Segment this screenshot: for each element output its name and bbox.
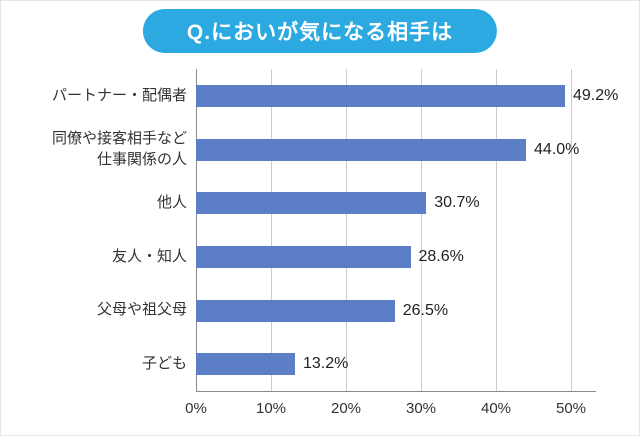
grid-layer [196,69,572,391]
value-label: 30.7% [434,194,480,212]
category-label: 他人 [156,194,187,212]
bar-row: 父母や祖父母 26.5% [97,284,571,338]
x-axis: 0% 10% 20% 30% 40% 50% [185,398,586,426]
x-tick-label: 30% [405,400,437,417]
bar-row: パートナー・配偶者 49.2% [52,69,618,123]
x-tick-label: 40% [480,400,512,417]
bar-row: 子ども 13.2% [142,337,571,391]
x-tick-label: 0% [185,400,207,417]
category-label: 父母や祖父母 [96,301,187,319]
chart-title-badge: Q.においが気になる相手は [142,9,498,53]
gridline [496,69,497,391]
bar [196,84,565,107]
bar-track: 13.2% [196,337,571,391]
gridline [271,69,272,391]
bar [196,192,427,215]
bar-track: 30.7% [196,176,571,230]
bar [196,299,395,322]
category-label: 同僚や接客相手など 仕事関係の人 [51,130,187,168]
value-label: 49.2% [573,86,619,104]
bar [196,245,411,268]
gridline [421,69,422,391]
bar-track: 44.0% [196,123,579,177]
bar-track: 26.5% [196,284,571,338]
x-tick-label: 50% [555,400,587,417]
bar-row: 同僚や接客相手など 仕事関係の人 44.0% [52,123,579,177]
value-label: 26.5% [402,301,449,319]
bar [196,353,295,376]
x-tick-label: 10% [255,400,287,417]
value-label: 28.6% [418,247,464,265]
plot-area: パートナー・配偶者 49.2% 同僚や接客相手など 仕事関係の人 44.0% 他人 30.… [52,69,618,391]
bar [196,138,526,161]
value-label: 13.2% [303,355,349,373]
category-label: 子ども [141,355,187,373]
chart-title: Q.においが気になる相手は [186,21,454,44]
bar-row: 他人 30.7% [157,176,571,230]
gridline [571,69,572,391]
gridline [346,69,347,391]
category-label: 友人・知人 [111,247,187,265]
bar-rows: パートナー・配偶者 49.2% 同僚や接客相手など 仕事関係の人 44.0% 他人 30.… [52,69,618,391]
bar-track: 28.6% [196,230,571,284]
category-label: パートナー・配偶者 [51,86,187,104]
x-axis-line [196,391,596,392]
bar-row: 友人・知人 28.6% [112,230,571,284]
value-label: 44.0% [534,140,580,158]
bar-track: 49.2% [196,69,618,123]
x-tick-label: 20% [330,400,362,417]
gridline [196,69,197,391]
